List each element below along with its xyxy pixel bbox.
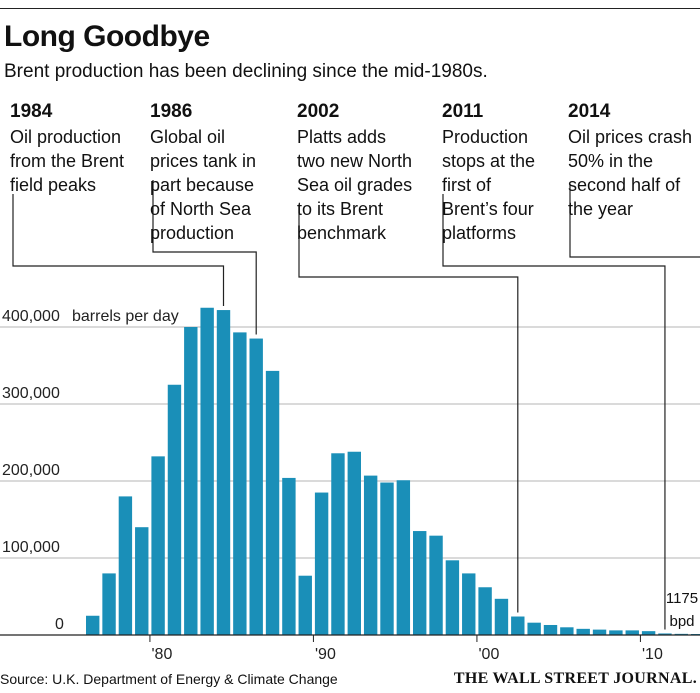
bar-2005 [560, 627, 574, 635]
annotation-line: field peaks [10, 175, 97, 195]
end-unit-label: bpd [669, 613, 695, 630]
annotation-line: first of [442, 175, 492, 195]
bar-1981 [167, 384, 182, 635]
annotation-2002: 2002 Platts adds two new North Sea oil g… [297, 100, 412, 245]
annotation-line: Production [442, 127, 529, 147]
annotation-line: of North Sea [150, 199, 252, 219]
annotation-line: platforms [442, 223, 517, 243]
bar-2006 [576, 628, 590, 635]
bar-1982 [184, 327, 198, 635]
end-value-label: 1175 [665, 590, 699, 607]
bar-1976 [86, 615, 100, 635]
annotation-line: second half of [568, 175, 681, 195]
annotation-leader-1986 [152, 180, 257, 335]
bar-1999 [462, 573, 476, 635]
source-note: Source: U.K. Department of Energy & Clim… [0, 671, 338, 687]
bar-1995 [396, 480, 411, 635]
annotation-line: prices tank in [150, 151, 257, 171]
bar-1986 [249, 338, 263, 635]
bar-1989 [298, 575, 312, 635]
annotation-line: Brent’s four [442, 199, 534, 219]
bar-2002 [511, 616, 525, 635]
y-tick-label: 300,000 [2, 385, 60, 402]
annotation-year: 2011 [442, 101, 484, 122]
bar-1988 [282, 477, 296, 635]
annotation-line: the year [568, 199, 634, 219]
bar-1979 [135, 527, 149, 635]
bar-1991 [331, 453, 345, 635]
bar-1984 [216, 310, 231, 635]
y-tick-label: 100,000 [2, 539, 60, 556]
bar-2008 [609, 630, 623, 635]
bar-2001 [494, 598, 509, 635]
annotation-line: Global oil [150, 127, 226, 147]
x-tick-label: '90 [315, 646, 336, 663]
annotation-line: Oil production [10, 127, 122, 147]
y-tick-label: 200,000 [2, 462, 60, 479]
bar-1998 [445, 560, 460, 635]
bar-1987 [265, 370, 280, 635]
bar-2009 [625, 630, 639, 635]
bar-1996 [413, 531, 427, 635]
top-rule [0, 8, 700, 9]
annotation-year: 1986 [150, 101, 193, 122]
annotation-line: 50% in the [568, 151, 654, 171]
bar-1980 [151, 456, 165, 635]
y-tick-label: 400,000 [2, 308, 60, 325]
annotation-line: from the Brent [10, 151, 125, 171]
bar-2000 [478, 587, 492, 635]
annotation-leader-1984 [12, 194, 225, 307]
bar-2004 [543, 624, 558, 635]
bar-1990 [314, 492, 329, 635]
annotation-line: part because [150, 175, 255, 195]
annotation-2014: 2014 Oil prices crash 50% in the second … [568, 100, 692, 221]
bar-2010 [641, 631, 656, 635]
annotation-line: stops at the [442, 151, 536, 171]
bar-1983 [200, 307, 214, 635]
bar-1977 [102, 573, 116, 635]
annotation-year: 2014 [568, 101, 611, 122]
annotation-line: to its Brent [297, 199, 384, 219]
chart-subtitle: Brent production has been declining sinc… [4, 61, 488, 82]
annotation-leader-2002 [298, 205, 519, 613]
chart-title: Long Goodbye [4, 20, 210, 53]
annotation-year: 2002 [297, 101, 340, 122]
annotation-1984: 1984 Oil production from the Brent field… [10, 100, 124, 197]
annotation-2011: 2011 Production stops at the first of Br… [442, 100, 535, 245]
annotation-line: Sea oil grades [297, 175, 413, 195]
annotation-1986: 1986 Global oil prices tank in part beca… [150, 100, 256, 245]
x-tick-label: '10 [642, 646, 663, 663]
annotation-line: Oil prices crash [568, 127, 693, 147]
annotation-line: two new North [297, 151, 413, 171]
annotation-line: benchmark [297, 223, 387, 243]
x-tick-label: '80 [151, 646, 172, 663]
annotation-line: Platts adds [297, 127, 387, 147]
bar-1993 [363, 475, 378, 635]
bar-1994 [380, 482, 394, 635]
y-axis-unit-label: barrels per day [72, 308, 179, 325]
annotation-year: 1984 [10, 101, 53, 122]
y-tick-label: 0 [55, 616, 64, 633]
annotation-leader-2011 [442, 194, 666, 630]
bar-2011 [658, 633, 672, 635]
bar-1992 [347, 451, 361, 635]
bar-1985 [233, 332, 247, 635]
bar-2007 [592, 629, 607, 635]
annotation-line: production [150, 223, 235, 243]
bar-1997 [429, 535, 443, 635]
bar-1978 [118, 496, 133, 635]
x-tick-label: '00 [478, 646, 499, 663]
publisher-logo: THE WALL STREET JOURNAL. [453, 670, 697, 687]
bar-2003 [527, 622, 541, 635]
annotation-leader-2014 [569, 185, 700, 258]
